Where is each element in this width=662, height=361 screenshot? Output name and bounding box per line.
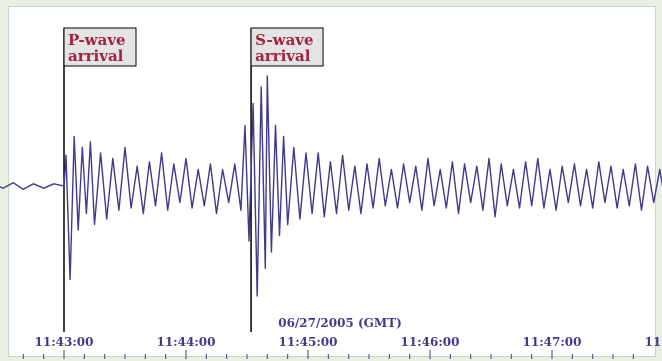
x-tick-label: 11:47:00 — [523, 335, 582, 349]
x-tick-label: 11:43:00 — [35, 335, 94, 349]
arrival-label-box — [250, 27, 324, 67]
date-label: 06/27/2005 (GMT) — [278, 316, 402, 330]
x-tick-label: 11:44:00 — [157, 335, 216, 349]
arrival-label-text: arrival — [68, 47, 124, 65]
x-tick-label: 11:45:00 — [279, 335, 338, 349]
seismogram-trace — [0, 75, 662, 297]
x-tick-labels: 11:43:00 11:44:00 11:45:00 11:46:00 11:47:00… — [35, 335, 662, 349]
arrival-label-text: arrival — [255, 47, 311, 65]
arrival-label-box — [63, 27, 137, 67]
time-ticks — [22, 350, 634, 359]
arrival-label-text: P-wave — [68, 31, 126, 49]
seismogram-line — [0, 75, 662, 297]
arrival-label-text: S-wave — [255, 31, 313, 49]
x-tick-label: 11:46:00 — [401, 335, 460, 349]
x-tick-label: 11:48:00 — [645, 335, 662, 349]
